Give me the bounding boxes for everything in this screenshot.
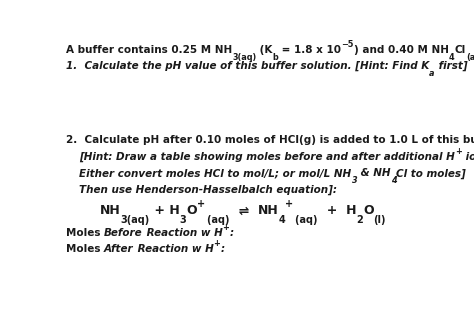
Text: Reaction w H: Reaction w H <box>134 244 213 254</box>
Text: (K: (K <box>256 44 273 55</box>
Text: NH: NH <box>257 204 278 217</box>
Text: (aq): (aq) <box>466 53 474 62</box>
Text: Cl to moles]: Cl to moles] <box>396 168 466 179</box>
Text: +: + <box>285 199 293 209</box>
Text: (aq): (aq) <box>205 215 229 225</box>
Text: Then use Henderson-Hasselbalch equation]:: Then use Henderson-Hasselbalch equation]… <box>80 185 337 195</box>
Text: (aq): (aq) <box>293 215 318 225</box>
Text: +: + <box>455 147 462 156</box>
Text: +: + <box>222 223 229 232</box>
Text: +  H: + H <box>318 204 356 217</box>
Text: After: After <box>104 244 134 254</box>
Text: b: b <box>273 53 279 62</box>
Text: Moles: Moles <box>66 228 104 238</box>
Text: A buffer contains 0.25 M NH: A buffer contains 0.25 M NH <box>66 44 232 55</box>
Text: NH: NH <box>100 204 120 217</box>
Text: 3(aq): 3(aq) <box>232 53 256 62</box>
Text: ions;: ions; <box>462 152 474 162</box>
Text: +: + <box>197 199 205 209</box>
Text: Cl: Cl <box>455 44 466 55</box>
Text: + H: + H <box>150 204 180 217</box>
Text: 1.  Calculate the pH value of this buffer solution. [Hint: Find K: 1. Calculate the pH value of this buffer… <box>66 61 429 71</box>
Text: :: : <box>229 228 233 238</box>
Text: 4: 4 <box>449 53 455 62</box>
Text: Before: Before <box>104 228 143 238</box>
Text: 3(aq): 3(aq) <box>120 215 150 225</box>
Text: (l): (l) <box>374 215 386 225</box>
Text: 4: 4 <box>278 215 285 225</box>
Text: a: a <box>429 69 435 78</box>
Text: Moles: Moles <box>66 244 104 254</box>
Text: O: O <box>363 204 374 217</box>
Text: Either convert moles HCl to mol/L; or mol/L NH: Either convert moles HCl to mol/L; or mo… <box>80 168 352 178</box>
Text: 2.  Calculate pH after 0.10 moles of HCl(g) is added to 1.0 L of this buffer.: 2. Calculate pH after 0.10 moles of HCl(… <box>66 135 474 145</box>
Text: 4: 4 <box>391 176 396 185</box>
Text: [Hint: Draw a table showing moles before and after additional H: [Hint: Draw a table showing moles before… <box>80 152 455 162</box>
Text: = 1.8 x 10: = 1.8 x 10 <box>279 44 341 55</box>
Text: −5: −5 <box>341 40 354 49</box>
Text: 3: 3 <box>180 215 186 225</box>
Text: :: : <box>220 244 224 254</box>
Text: & NH: & NH <box>357 168 391 178</box>
Text: 2: 2 <box>356 215 363 225</box>
Text: ⇌: ⇌ <box>229 204 257 217</box>
Text: +: + <box>213 239 220 248</box>
Text: first]: first] <box>435 61 467 71</box>
Text: Reaction w H: Reaction w H <box>143 228 222 238</box>
Text: ) and 0.40 M NH: ) and 0.40 M NH <box>354 44 449 55</box>
Text: O: O <box>186 204 197 217</box>
Text: 3: 3 <box>352 176 357 185</box>
